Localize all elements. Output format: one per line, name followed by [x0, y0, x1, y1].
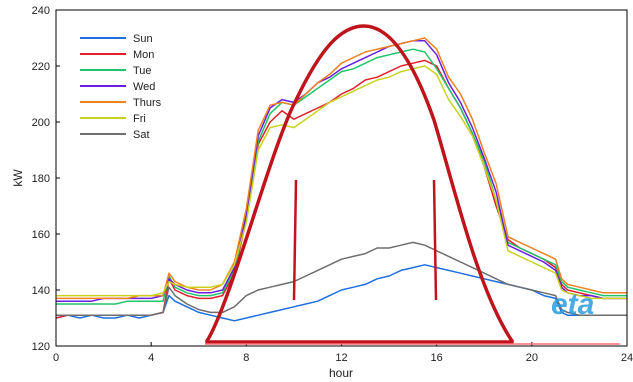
x-tick-label: 16 [431, 352, 443, 364]
series-line-tue [56, 48, 627, 305]
hand-drawn-left-stroke [292, 179, 298, 301]
y-tick-label: 160 [32, 229, 50, 241]
series-line-thurs [56, 37, 627, 300]
x-tick-label: 8 [243, 352, 249, 364]
x-tick-label: 0 [53, 352, 59, 364]
legend-label-tue: Tue [133, 65, 152, 77]
legend: Sun Mon Tue Wed Thurs Fri Sat [80, 33, 162, 141]
legend-label-thurs: Thurs [133, 97, 162, 109]
y-tick-label: 140 [32, 285, 50, 297]
x-tick-label: 12 [335, 352, 347, 364]
y-tick-label: 220 [32, 61, 50, 73]
series-layer [55, 37, 627, 322]
legend-label-mon: Mon [133, 49, 154, 61]
x-tick-label: 24 [621, 352, 633, 364]
stamp-text-overlay: eta [551, 288, 594, 321]
y-axis-label: kW [11, 169, 25, 187]
axes: 0 4 8 12 16 20 24 120 140 160 180 200 220 240 [32, 5, 633, 364]
y-tick-label: 240 [32, 5, 50, 17]
hand-drawn-arc [205, 24, 514, 343]
legend-label-fri: Fri [133, 113, 146, 125]
series-line-sat [56, 241, 627, 316]
y-tick-label: 180 [32, 173, 50, 185]
series-line-wed [56, 40, 627, 302]
legend-label-sun: Sun [133, 33, 153, 45]
y-tick-label: 120 [32, 341, 50, 353]
x-axis-label: hour [329, 366, 353, 380]
legend-label-sat: Sat [133, 129, 150, 141]
y-tick-label: 200 [32, 117, 50, 129]
hand-drawn-right-stroke [432, 179, 438, 301]
x-tick-label: 20 [526, 352, 538, 364]
x-tick-label: 4 [148, 352, 154, 364]
annotation-layer: eta [205, 24, 620, 345]
series-line-fri [56, 65, 627, 300]
legend-label-wed: Wed [133, 81, 155, 93]
